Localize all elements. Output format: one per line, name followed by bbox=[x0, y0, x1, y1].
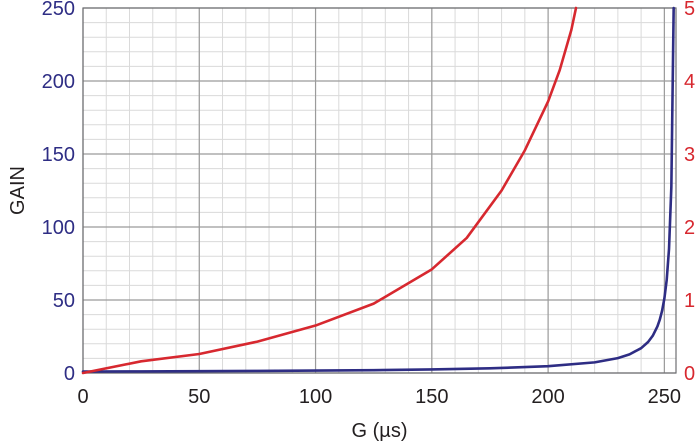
series-layer bbox=[81, 6, 675, 375]
x-tick-label: 0 bbox=[77, 386, 88, 408]
right-tick-label: 5 bbox=[684, 0, 695, 20]
left-tick-label: 200 bbox=[42, 71, 75, 93]
x-tick-label: 100 bbox=[299, 386, 332, 408]
x-tick-label: 200 bbox=[531, 386, 564, 408]
right-tick-label: 1 bbox=[684, 290, 695, 312]
left-tick-label: 0 bbox=[64, 363, 75, 385]
x-axis-label: G (µs) bbox=[352, 420, 408, 442]
left-tick-label: 50 bbox=[53, 290, 75, 312]
x-axis-ticks: 0 50 100 150 200 250 bbox=[77, 386, 681, 408]
right-tick-label: 4 bbox=[684, 71, 695, 93]
plot-frame bbox=[82, 7, 677, 374]
left-tick-label: 250 bbox=[42, 0, 75, 20]
x-tick-label: 150 bbox=[415, 386, 448, 408]
right-axis-ticks: 0 1 2 3 4 5 bbox=[684, 0, 695, 385]
right-tick-label: 0 bbox=[684, 363, 695, 385]
x-tick-label: 50 bbox=[188, 386, 210, 408]
left-tick-label: 150 bbox=[42, 144, 75, 166]
right-tick-label: 2 bbox=[684, 217, 695, 239]
right-axis-series-line bbox=[81, 6, 578, 375]
left-tick-label: 100 bbox=[42, 217, 75, 239]
left-axis-series-line bbox=[81, 6, 675, 373]
major-grid bbox=[82, 7, 676, 374]
left-axis-ticks: 0 50 100 150 200 250 bbox=[42, 0, 75, 385]
y-axis-label: GAIN bbox=[7, 166, 29, 215]
x-tick-label: 250 bbox=[648, 386, 681, 408]
right-tick-label: 3 bbox=[684, 144, 695, 166]
minor-grid bbox=[82, 7, 676, 374]
